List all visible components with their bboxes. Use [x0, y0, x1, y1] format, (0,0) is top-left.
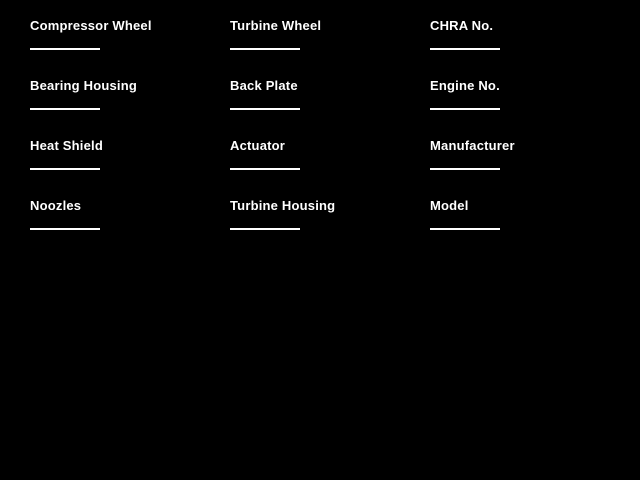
field-turbine-housing: Turbine Housing: [230, 180, 430, 240]
field-turbine-wheel: Turbine Wheel: [230, 0, 430, 60]
field-model: Model: [430, 180, 630, 240]
field-chra-no: CHRA No.: [430, 0, 630, 60]
field-label: Noozles: [30, 198, 82, 213]
field-input-chra-no[interactable]: [430, 48, 500, 50]
field-input-bearing-housing[interactable]: [30, 108, 100, 110]
field-label: Compressor Wheel: [30, 18, 152, 33]
field-input-compressor-wheel[interactable]: [30, 48, 100, 50]
field-label: Heat Shield: [30, 138, 103, 153]
field-input-manufacturer[interactable]: [430, 168, 500, 170]
field-label: Actuator: [230, 138, 286, 153]
field-input-heat-shield[interactable]: [30, 168, 100, 170]
field-label: Turbine Housing: [230, 198, 336, 213]
field-manufacturer: Manufacturer: [430, 120, 630, 180]
field-label: Manufacturer: [430, 138, 515, 153]
field-input-model[interactable]: [430, 228, 500, 230]
field-label: Model: [430, 198, 469, 213]
field-label: Turbine Wheel: [230, 18, 322, 33]
field-label: Back Plate: [230, 78, 298, 93]
field-noozles: Noozles: [30, 180, 230, 240]
field-label: Bearing Housing: [30, 78, 138, 93]
field-label: Engine No.: [430, 78, 500, 93]
field-back-plate: Back Plate: [230, 60, 430, 120]
field-input-back-plate[interactable]: [230, 108, 300, 110]
field-input-turbine-housing[interactable]: [230, 228, 300, 230]
field-compressor-wheel: Compressor Wheel: [30, 0, 230, 60]
field-input-turbine-wheel[interactable]: [230, 48, 300, 50]
field-bearing-housing: Bearing Housing: [30, 60, 230, 120]
field-label: CHRA No.: [430, 18, 494, 33]
field-heat-shield: Heat Shield: [30, 120, 230, 180]
field-actuator: Actuator: [230, 120, 430, 180]
field-engine-no: Engine No.: [430, 60, 630, 120]
field-input-actuator[interactable]: [230, 168, 300, 170]
parts-form-grid: Compressor Wheel Turbine Wheel CHRA No. …: [30, 0, 630, 240]
field-input-noozles[interactable]: [30, 228, 100, 230]
field-input-engine-no[interactable]: [430, 108, 500, 110]
